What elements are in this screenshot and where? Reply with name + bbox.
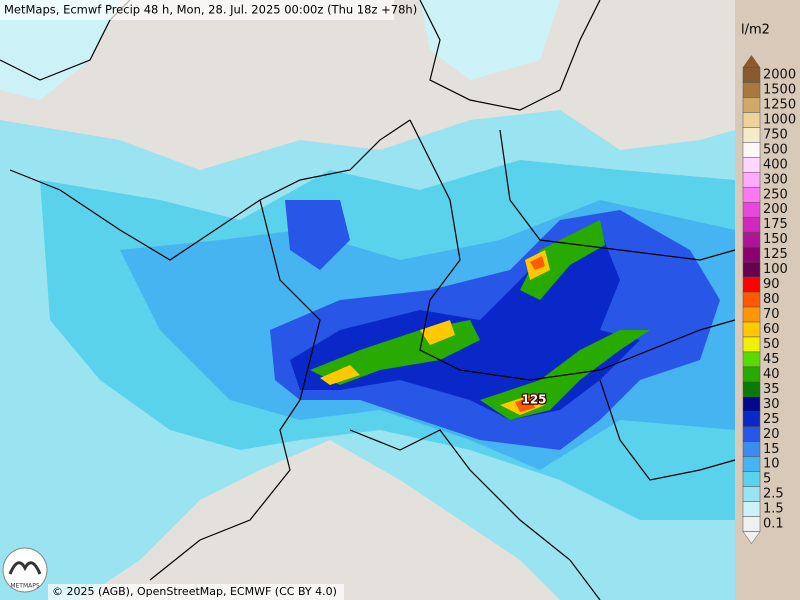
legend-label: 2.5 [763,487,784,502]
legend-swatch [742,231,761,248]
legend-swatch [742,261,761,278]
legend-swatch [742,426,761,443]
legend-label: 35 [763,382,780,397]
legend: l/m2 20001500125010007505004003002502001… [735,0,800,600]
legend-label: 90 [763,277,780,292]
map-title: MetMaps, Ecmwf Precip 48 h, Mon, 28. Jul… [4,3,417,17]
legend-swatch [742,351,761,368]
legend-swatch [742,82,761,98]
legend-label: 250 [763,187,788,202]
legend-label: 5 [763,472,771,487]
legend-label: 125 [763,247,788,262]
border [349,429,601,600]
legend-label: 300 [763,172,788,187]
coastline [419,0,601,111]
logo-text: METMAPS [10,583,40,590]
attribution-background [48,584,344,600]
legend-label: 175 [763,217,788,232]
legend-swatch [742,127,761,143]
legend-swatch [742,381,761,398]
legend-label: 0.1 [763,517,784,532]
border [499,129,736,261]
legend-swatch [742,336,761,353]
legend-swatch [742,366,761,383]
legend-swatch [742,67,761,83]
legend-label: 45 [763,352,780,367]
legend-swatch [742,321,761,338]
legend-label: 20 [763,427,780,442]
legend-swatch [742,142,761,158]
title-background [0,0,394,20]
legend-swatch [742,291,761,308]
precip-heavy [285,200,350,270]
border [9,119,411,261]
precip-extreme [320,250,550,415]
legend-swatch [742,97,761,113]
legend-label: 70 [763,307,780,322]
legend-label: 60 [763,322,780,337]
legend-swatch [742,471,761,487]
legend-label: 15 [763,442,780,457]
legend-swatch [742,112,761,128]
border [149,199,321,581]
attribution: © 2025 (AGB), OpenStreetMap, ECMWF (CC B… [52,585,337,598]
legend-label: 1000 [763,112,796,127]
legend-swatch [742,216,761,233]
legend-swatch [742,157,761,173]
legend-label: 200 [763,202,788,217]
legend-swatch [742,396,761,413]
legend-swatch [742,201,761,218]
map: 125 MetMaps, Ecmwf Precip 48 h, Mon, 28.… [0,0,736,600]
legend-label: 400 [763,157,788,172]
precip-very-heavy [310,220,650,420]
border [409,119,736,381]
legend-swatch [742,516,761,532]
legend-arrow-bottom [742,531,761,545]
legend-label: 80 [763,292,780,307]
legend-swatch [742,441,761,457]
legend-label: 750 [763,127,788,142]
legend-label: 150 [763,232,788,247]
legend-swatch [742,246,761,263]
legend-swatch [742,172,761,188]
legend-swatch [742,501,761,517]
legend-swatch [742,486,761,502]
legend-swatch [742,276,761,293]
legend-label: 1500 [763,82,796,97]
legend-label: 2000 [763,68,796,83]
legend-label: 1.5 [763,502,784,517]
legend-label: 25 [763,412,780,427]
legend-label: 40 [763,367,780,382]
legend-label: 500 [763,142,788,157]
legend-label: 30 [763,397,780,412]
legend-swatch [742,187,761,203]
legend-label: 100 [763,262,788,277]
peak-label: 125 [521,393,546,407]
legend-swatch [742,456,761,472]
logo-mark [8,561,42,575]
legend-unit: l/m2 [741,23,770,38]
legend-swatch [742,306,761,323]
border [599,379,736,481]
legend-label: 1250 [763,97,796,112]
legend-label: 10 [763,457,780,472]
legend-arrow-top [742,55,761,68]
legend-swatch [742,411,761,428]
legend-label: 50 [763,337,780,352]
